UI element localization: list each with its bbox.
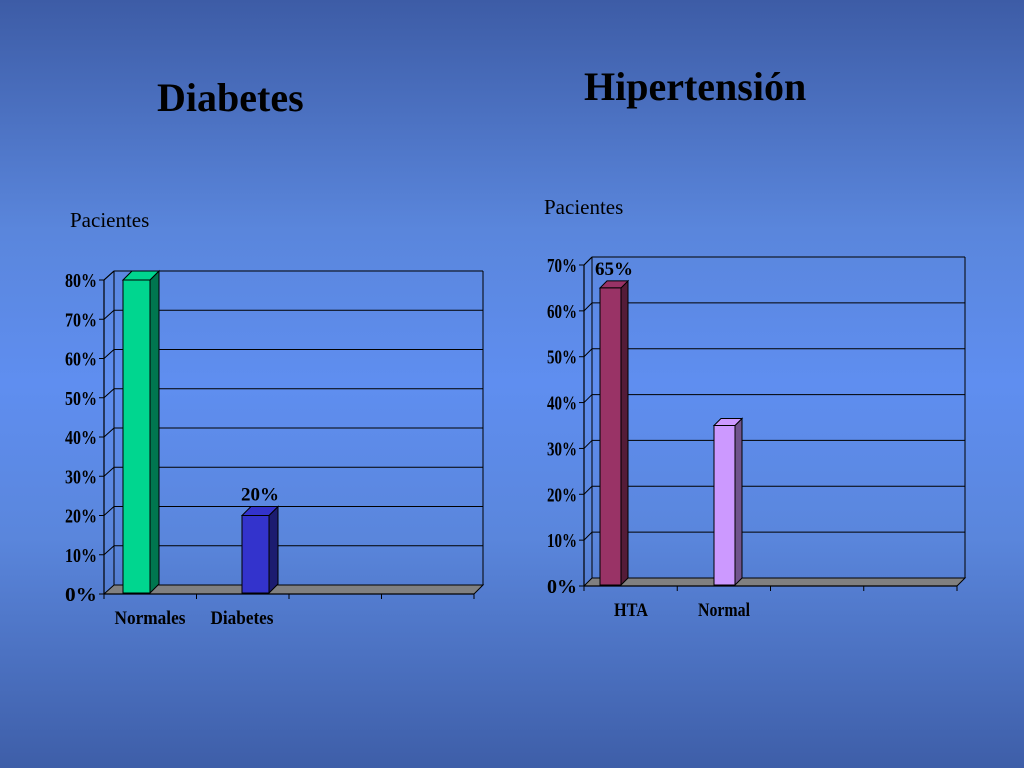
undefined-gridline-side <box>103 506 115 516</box>
undefined-plot-wall <box>114 271 483 585</box>
undefined-bar-normales <box>122 279 151 594</box>
undefined-y-tick-label: 10% <box>547 530 577 552</box>
undefined-data-label: 65% <box>595 259 633 280</box>
undefined-y-tick-label: 60% <box>547 301 577 323</box>
undefined-gridline-side <box>583 440 593 449</box>
undefined-gridline-side <box>103 545 115 556</box>
undefined-gridline-side <box>103 466 115 477</box>
undefined-x-tick-label: Normales <box>115 608 186 629</box>
undefined-bar-side <box>149 269 160 595</box>
undefined-gridline-side <box>103 270 115 281</box>
undefined-floor <box>582 577 967 587</box>
undefined-y-tick-label: 70% <box>65 309 97 331</box>
undefined-y-tick-label: 10% <box>65 545 97 567</box>
undefined-bar-top <box>240 506 280 516</box>
undefined-bar-side <box>734 417 743 587</box>
undefined-y-tick-label: 20% <box>547 484 577 506</box>
undefined-y-tick-label: 70% <box>547 255 577 277</box>
undefined-gridline-side <box>583 531 593 541</box>
undefined-bar-top <box>712 418 744 426</box>
undefined-gridline-side <box>583 256 593 266</box>
undefined-gridline-side <box>103 309 115 320</box>
undefined-wall-edge-top <box>103 270 115 281</box>
undefined-bar-side <box>620 279 629 587</box>
undefined-y-tick-label: 50% <box>65 388 97 410</box>
y-axis-label-diabetes: Pacientes <box>70 208 150 232</box>
undefined-y-tick-label: 40% <box>65 427 97 449</box>
undefined-gridline-side <box>103 349 115 359</box>
undefined-y-tick-label: 60% <box>65 349 97 371</box>
undefined-gridline-side <box>583 485 593 495</box>
undefined-gridline-side <box>583 394 593 403</box>
undefined-plot-wall <box>592 257 965 578</box>
undefined-y-tick-label: 50% <box>547 347 577 369</box>
undefined-y-tick-label: 20% <box>65 506 97 528</box>
undefined-y-tick-label: 30% <box>547 438 577 460</box>
chart-title-diabetes: Diabetes <box>157 75 304 120</box>
undefined-bar-top <box>598 280 630 289</box>
chart-title-hipertension: Hipertensión <box>584 64 807 109</box>
undefined-bar-normal <box>713 425 736 586</box>
undefined-gridline-side <box>103 388 115 399</box>
undefined-gridline-side <box>103 427 115 438</box>
undefined-bar-hta <box>599 287 622 586</box>
undefined-wall-edge-top <box>583 256 593 266</box>
undefined-floor <box>102 584 485 595</box>
undefined-y-tick-label: 0% <box>65 584 97 606</box>
undefined-x-tick-label: HTA <box>614 600 648 621</box>
undefined-y-tick-label: 0% <box>547 576 577 598</box>
undefined-x-tick-label: Diabetes <box>211 608 274 629</box>
undefined-gridline-side <box>583 302 593 312</box>
undefined-bar-diabetes <box>241 515 270 594</box>
undefined-bar-top <box>121 270 161 281</box>
undefined-x-tick-label: Normal <box>698 600 750 621</box>
undefined-y-tick-label: 40% <box>547 393 577 415</box>
undefined-y-tick-label: 80% <box>65 270 97 292</box>
undefined-bar-side <box>268 505 279 595</box>
undefined-y-tick-label: 30% <box>65 466 97 488</box>
y-axis-label-hipertension: Pacientes <box>544 195 624 219</box>
undefined-gridline-side <box>583 348 593 358</box>
undefined-data-label: 20% <box>241 485 279 506</box>
